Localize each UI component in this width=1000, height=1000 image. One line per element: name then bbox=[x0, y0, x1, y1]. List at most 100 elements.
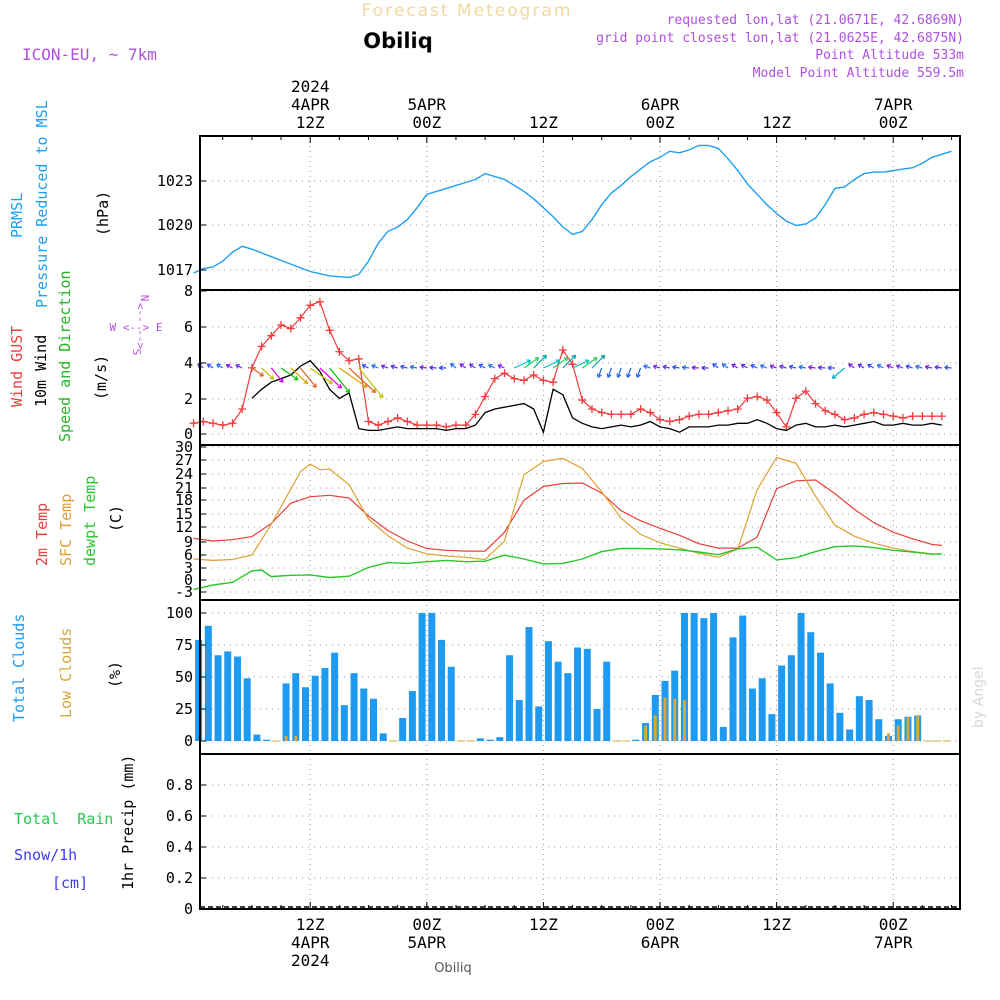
gust-point bbox=[189, 419, 198, 428]
bar-total-cloud bbox=[739, 615, 747, 741]
bar-low-cloud bbox=[673, 698, 677, 741]
gust-point bbox=[753, 392, 762, 401]
model-label: ICON-EU, ~ 7km bbox=[22, 45, 157, 64]
y-tick-label-temp: -3 bbox=[175, 583, 193, 601]
wind-arrow-head bbox=[563, 357, 569, 362]
bottom-time-label: 2024 bbox=[291, 951, 330, 970]
wind-arrow-head bbox=[449, 363, 455, 368]
y-tick-label-temp: 6 bbox=[184, 546, 193, 564]
wind-direction-arrow bbox=[543, 359, 560, 369]
bar-total-cloud bbox=[836, 712, 844, 741]
wind-arrow-head bbox=[337, 384, 342, 389]
wind-direction-arrow bbox=[562, 354, 576, 369]
wind-direction-arrow bbox=[636, 367, 642, 378]
temp-label-1: 2m Temp bbox=[33, 503, 51, 566]
chart-title: Forecast Meteogram bbox=[362, 1, 573, 21]
wind-arrow-head bbox=[409, 364, 415, 370]
y-tick-label-cloud: 25 bbox=[175, 700, 193, 718]
wind-direction-arrow bbox=[731, 363, 739, 369]
wind-arrow-head bbox=[259, 372, 264, 377]
gust-point bbox=[782, 422, 791, 431]
bottom-time-label: 00Z bbox=[412, 915, 441, 934]
wind-direction-arrow bbox=[235, 364, 243, 369]
bottom-time-label: 12Z bbox=[296, 915, 325, 934]
wind-arrow-head bbox=[468, 363, 474, 369]
gust-point bbox=[656, 415, 665, 424]
wind-direction-arrow bbox=[769, 365, 777, 369]
bar-total-cloud bbox=[816, 652, 824, 741]
y-tick-label-wind: 6 bbox=[184, 318, 193, 336]
wind-arrow-head bbox=[534, 357, 540, 362]
wind-direction-arrow bbox=[319, 367, 342, 389]
gust-point bbox=[539, 376, 548, 385]
bottom-time-label: 4APR bbox=[291, 933, 330, 952]
bar-total-cloud bbox=[593, 709, 601, 741]
wind-direction-arrow bbox=[789, 365, 797, 369]
wind-arrow-head bbox=[905, 364, 911, 370]
bar-low-cloud bbox=[653, 715, 657, 741]
bar-total-cloud bbox=[544, 641, 552, 741]
bar-total-cloud bbox=[700, 618, 708, 741]
bar-total-cloud bbox=[486, 739, 494, 741]
wind-arrow-head bbox=[328, 379, 334, 385]
bar-total-cloud bbox=[855, 696, 863, 741]
y-tick-label-temp: 3 bbox=[184, 559, 193, 577]
wind-direction-arrow bbox=[597, 367, 603, 378]
wind-direction-arrow bbox=[206, 363, 214, 369]
bar-total-cloud bbox=[340, 705, 348, 741]
gust-point bbox=[792, 394, 801, 403]
wind-arrow-head bbox=[616, 373, 622, 378]
top-time-label: 4APR bbox=[291, 95, 330, 114]
top-time-label: 12Z bbox=[762, 113, 791, 132]
gust-point bbox=[801, 387, 810, 396]
bar-total-cloud bbox=[729, 637, 737, 741]
wind-arrow-head bbox=[662, 364, 667, 370]
series-wind-gust bbox=[193, 300, 942, 429]
wind-direction-arrow bbox=[867, 363, 875, 369]
compass-south: S bbox=[130, 349, 143, 356]
wind-direction-arrow bbox=[591, 354, 606, 369]
gust-point bbox=[908, 412, 917, 421]
gust-point bbox=[646, 408, 655, 417]
wind-arrow-head bbox=[371, 364, 376, 369]
wind-arrow-head bbox=[390, 364, 395, 370]
gust-point bbox=[267, 331, 276, 340]
gust-point bbox=[889, 412, 898, 421]
wind-arrow-head bbox=[672, 364, 677, 370]
bar-total-cloud bbox=[574, 647, 582, 741]
gridpoint-coords: grid point closest lon,lat (21.0625E, 42… bbox=[596, 31, 964, 46]
wind-arrow-head bbox=[478, 363, 484, 369]
gust-point bbox=[704, 410, 713, 419]
pressure-label-2: Pressure Reduced to MSL bbox=[33, 100, 51, 308]
series-2m-temp bbox=[193, 479, 942, 552]
gust-point bbox=[879, 410, 888, 419]
y-tick-label-temp: 21 bbox=[175, 479, 193, 497]
wind-arrow-head bbox=[886, 364, 891, 369]
wind-arrow-head bbox=[293, 375, 299, 381]
series-sfc-temp bbox=[193, 456, 942, 562]
series-dewpt-temp bbox=[193, 545, 942, 591]
requested-coords: requested lon,lat (21.0671E, 42.6869N) bbox=[667, 13, 964, 28]
wind-direction-arrow bbox=[339, 367, 368, 388]
wind-arrow-head bbox=[400, 364, 405, 370]
wind-direction-arrow bbox=[348, 367, 376, 393]
wind-arrow-head bbox=[596, 373, 602, 378]
wind-arrow-head bbox=[235, 364, 240, 369]
gust-point bbox=[830, 410, 839, 419]
y-tick-label-pressure: 1017 bbox=[157, 261, 193, 279]
wind-direction-arrow bbox=[712, 363, 719, 369]
precip-panel-labels: Total Rain Snow/1h [cm] 1hr Precip (mm) bbox=[14, 755, 137, 892]
wind-direction-arrow bbox=[552, 357, 569, 369]
gust-point bbox=[413, 421, 422, 430]
gust-point bbox=[617, 410, 626, 419]
gust-point bbox=[315, 297, 324, 306]
gust-point bbox=[471, 410, 480, 419]
y-tick-label-cloud: 0 bbox=[184, 732, 193, 750]
wind-panel-labels: Wind GUST 10m Wind Speed and Direction (… bbox=[8, 270, 162, 442]
gust-point bbox=[432, 421, 441, 430]
wind-arrow-head bbox=[635, 373, 641, 378]
wind-arrow-head bbox=[363, 383, 368, 388]
point-altitude: Point Altitude 533m bbox=[815, 48, 964, 63]
bar-total-cloud bbox=[263, 739, 271, 741]
top-time-label: 7APR bbox=[874, 95, 913, 114]
